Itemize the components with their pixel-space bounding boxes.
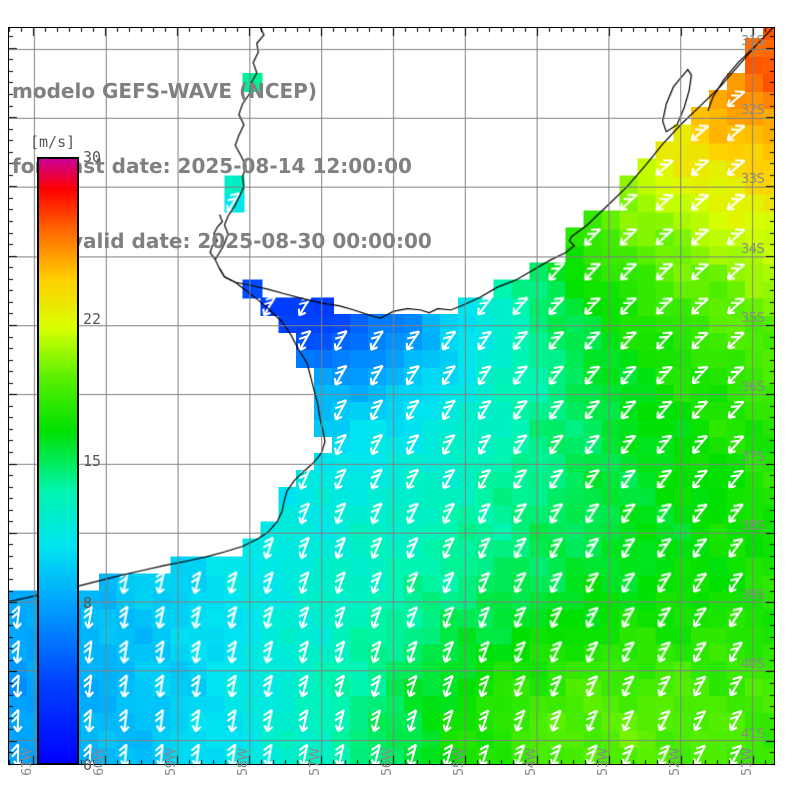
colorbar-tick-8: 8 (83, 593, 93, 612)
title-valid-date-line: valid date: 2025-08-30 00:00:00 (70, 229, 432, 253)
colorbar-unit-label: [m/s] (30, 133, 76, 151)
colorbar-tick-15: 15 (83, 452, 102, 470)
colorbar[interactable] (37, 157, 79, 765)
lon-label-60W: 60W (92, 748, 108, 776)
lat-label-35S: 35S (741, 310, 765, 326)
lon-label-56W: 56W (380, 748, 396, 776)
lon-label-54W: 54W (524, 748, 540, 776)
lon-label-58W: 58W (236, 748, 252, 776)
lon-label-53W: 53W (596, 748, 612, 776)
colorbar-frame (37, 157, 79, 765)
title-model-line: modelo GEFS-WAVE (NCEP) (12, 79, 317, 103)
lat-label-40S: 40S (741, 657, 765, 673)
lon-label-51W: 51W (740, 748, 756, 776)
lat-label-36S: 36S (741, 380, 765, 396)
lat-label-37S: 37S (741, 449, 765, 465)
colorbar-gradient (39, 159, 77, 763)
lat-label-39S: 39S (741, 588, 765, 604)
lon-label-59W: 59W (164, 748, 180, 776)
lat-label-38S: 38S (741, 518, 765, 534)
lat-label-31S: 31S (741, 33, 765, 49)
lon-label-52W: 52W (668, 748, 684, 776)
colorbar-tick-30: 30 (83, 148, 102, 166)
lon-label-57W: 57W (308, 748, 324, 776)
lat-label-32S: 32S (741, 103, 765, 119)
lat-label-33S: 33S (741, 172, 765, 188)
colorbar-tick-0: 0 (83, 756, 93, 774)
page-title: modelo GEFS-WAVE (NCEP) forecast date: 2… (8, 29, 508, 304)
colorbar-tick-22: 22 (83, 310, 102, 329)
lon-label-61W: 61W (20, 748, 36, 776)
lat-label-41S: 41S (741, 726, 765, 742)
lon-label-55W: 55W (452, 748, 468, 776)
lat-label-34S: 34S (741, 241, 765, 257)
